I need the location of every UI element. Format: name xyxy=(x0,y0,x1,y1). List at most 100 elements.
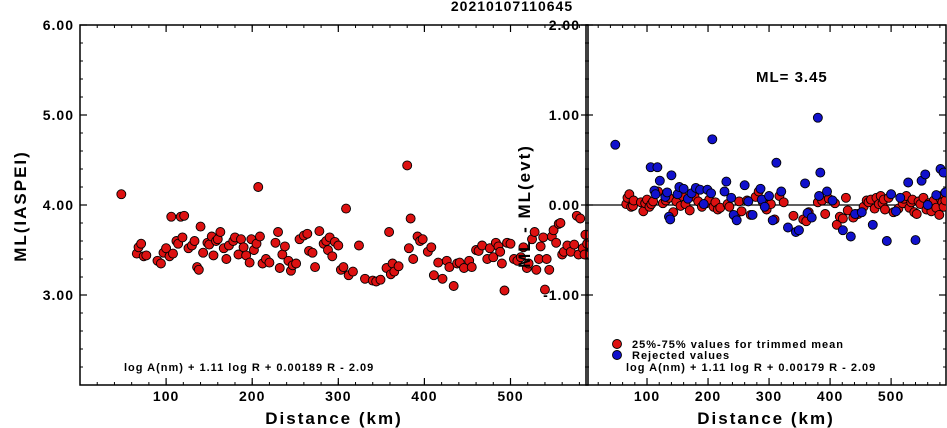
data-point xyxy=(208,250,219,261)
data-point xyxy=(535,241,546,252)
data-point xyxy=(523,258,534,269)
data-point xyxy=(531,264,542,275)
rejected-data-point xyxy=(731,215,742,226)
data-point xyxy=(341,203,352,214)
data-point xyxy=(505,238,516,249)
data-point xyxy=(495,246,506,257)
rejected-data-point xyxy=(747,209,758,220)
figure-title: 20210107110645 xyxy=(451,0,573,14)
rejected-data-point xyxy=(891,206,901,217)
data-point xyxy=(179,210,190,221)
data-point xyxy=(273,227,283,237)
data-point xyxy=(333,240,344,251)
rejected-data-point xyxy=(719,186,730,197)
data-point xyxy=(189,236,200,246)
data-point xyxy=(840,192,851,203)
plot-frame xyxy=(79,24,589,386)
rejected-data-point xyxy=(678,183,689,194)
rejected-data-point xyxy=(743,196,754,207)
rejected-data-point xyxy=(812,112,823,123)
x-tick-label: 100 xyxy=(634,388,660,404)
rejected-data-point xyxy=(764,191,775,201)
rejected-data-point xyxy=(940,187,946,198)
rejected-data-point xyxy=(654,175,665,186)
rejected-data-point xyxy=(707,134,718,145)
data-point xyxy=(264,257,275,268)
rejected-data-point xyxy=(837,225,848,236)
right-panel-ml-residual: -1.00 0.00 1.00 2.00 100 200 300 400 500 Distance… xyxy=(515,17,947,428)
data-point xyxy=(221,254,232,264)
data-point xyxy=(820,209,831,219)
data-point xyxy=(166,211,177,222)
data-point xyxy=(136,238,147,249)
formula-annotation: log A(nm) + 1.11 log R + 0.00179 R - 2.0… xyxy=(626,362,876,374)
data-point xyxy=(496,258,507,269)
data-point xyxy=(402,160,413,171)
rejected-data-point xyxy=(920,169,931,180)
rejected-data-point xyxy=(767,215,778,226)
rejected-data-point xyxy=(783,222,793,233)
data-point xyxy=(488,252,499,263)
formula-annotation: log A(nm) + 1.11 log R + 0.00189 R - 2.0… xyxy=(124,362,374,374)
x-tick-label: 400 xyxy=(411,388,437,404)
data-point xyxy=(347,266,358,277)
data-point xyxy=(417,234,428,245)
rejected-data-point xyxy=(800,178,811,189)
rejected-data-point xyxy=(650,189,661,200)
rejected-data-point xyxy=(881,236,892,246)
data-point xyxy=(778,197,789,208)
data-point xyxy=(405,213,416,224)
data-point xyxy=(466,262,477,273)
rejected-data-point xyxy=(822,186,832,197)
rejected-data-point xyxy=(662,187,673,198)
data-point xyxy=(193,264,204,275)
y-tick-label: 6.00 xyxy=(43,17,74,33)
data-point xyxy=(788,210,799,221)
rejected-data-point xyxy=(922,200,933,210)
x-tick-label: 400 xyxy=(817,388,843,404)
rejected-data-point xyxy=(903,177,914,188)
rejected-data-point xyxy=(721,176,732,187)
y-tick-label: -1.00 xyxy=(543,287,580,303)
data-point xyxy=(433,257,444,268)
data-point xyxy=(244,257,255,268)
data-point xyxy=(837,213,848,224)
data-point xyxy=(555,218,566,228)
y-tick-label: 3.00 xyxy=(43,287,74,303)
data-point xyxy=(934,209,945,220)
data-point xyxy=(327,251,338,262)
data-point xyxy=(338,262,349,273)
data-point xyxy=(310,262,321,273)
rejected-data-point xyxy=(755,183,766,194)
x-tick-label: 100 xyxy=(153,388,179,404)
legend-label-trimmed: 25%-75% values for trimmed mean xyxy=(632,339,844,351)
rejected-data-point xyxy=(666,170,677,181)
rejected-data-point xyxy=(610,139,621,150)
data-point xyxy=(393,261,404,272)
rejected-data-point xyxy=(938,167,946,178)
x-tick-label: 300 xyxy=(756,388,782,404)
data-point xyxy=(437,273,448,284)
rejected-data-point xyxy=(931,190,942,201)
rejected-data-point xyxy=(706,188,717,199)
legend-marker-trimmed xyxy=(612,339,622,349)
data-point xyxy=(354,240,364,251)
y-axis-title: ML - ML(evt) xyxy=(515,144,534,268)
rejected-data-point xyxy=(845,231,856,242)
x-tick-label: 200 xyxy=(695,388,721,404)
data-point xyxy=(291,258,302,269)
data-point xyxy=(518,242,529,253)
y-tick-label: 2.00 xyxy=(549,17,580,33)
y-tick-label: 0.00 xyxy=(549,197,580,213)
data-point xyxy=(724,201,735,212)
data-point xyxy=(177,232,188,243)
data-point xyxy=(529,227,540,237)
data-point xyxy=(141,250,152,261)
data-point xyxy=(116,189,127,200)
data-point xyxy=(302,228,313,239)
rejected-data-point xyxy=(726,192,737,203)
rejected-data-point xyxy=(867,219,878,230)
data-point xyxy=(569,239,580,250)
data-points xyxy=(610,112,946,246)
data-point xyxy=(538,232,549,243)
